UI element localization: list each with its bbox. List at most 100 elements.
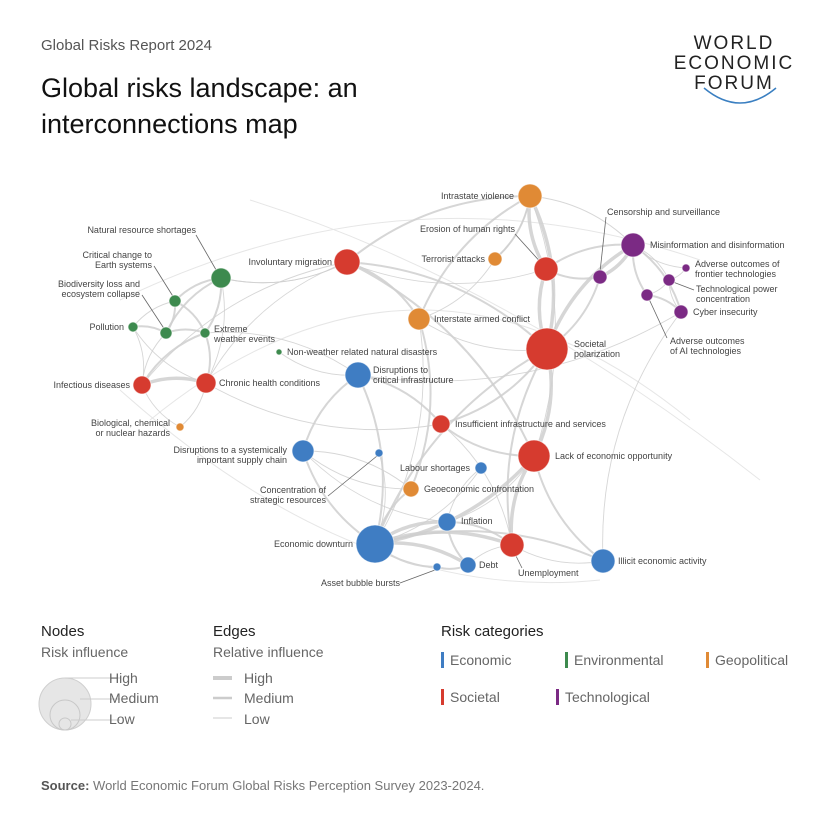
risk-node[interactable] [175, 422, 185, 432]
risk-node[interactable] [344, 361, 372, 389]
node-label: Societal polarization [574, 339, 620, 359]
node-label: Geoeconomic confrontation [424, 484, 534, 494]
risk-node[interactable] [275, 348, 283, 356]
risk-node[interactable] [459, 556, 477, 574]
risk-node[interactable] [402, 480, 420, 498]
risk-node[interactable] [437, 512, 457, 532]
risk-node[interactable] [640, 288, 654, 302]
edge-line [418, 195, 531, 320]
legend-node-low: Low [109, 711, 135, 727]
node-label: Extreme weather events [213, 324, 276, 344]
risk-node[interactable] [487, 251, 503, 267]
node-label: Illicit economic activity [618, 556, 707, 566]
legend-edges-sub: Relative influence [213, 644, 324, 660]
risk-node[interactable] [333, 248, 361, 276]
risk-node[interactable] [592, 269, 608, 285]
edge-line [440, 423, 513, 546]
legend-categories-heading: Risk categories [441, 623, 544, 640]
node-label: Disruptions to critical infrastructure [373, 365, 454, 385]
node-label: Critical change to Earth systems [82, 250, 152, 270]
edge-line [410, 318, 432, 490]
risk-node[interactable] [662, 273, 676, 287]
risk-node[interactable] [590, 548, 616, 574]
risk-node[interactable] [355, 524, 395, 564]
risk-node[interactable] [474, 461, 488, 475]
node-size-legend-icon [38, 677, 120, 731]
label-leader-line [153, 265, 175, 299]
legend-edge-high: High [244, 670, 273, 686]
legend-edges-heading: Edges [213, 623, 256, 640]
risk-node[interactable] [407, 307, 431, 331]
interconnections-map: Intrastate violence Erosion of human righ… [53, 183, 785, 588]
legend-node-medium: Medium [109, 690, 159, 706]
node-label: Pollution [89, 322, 124, 332]
node-label: Lack of economic opportunity [555, 451, 673, 461]
risk-node[interactable] [432, 562, 442, 572]
edge-line [602, 311, 682, 562]
risk-node[interactable] [199, 327, 211, 339]
edge-line [529, 195, 634, 246]
node-label: Infectious diseases [53, 380, 130, 390]
edge-line [205, 382, 442, 431]
logo-arc-icon [703, 87, 777, 104]
risk-node[interactable] [210, 267, 232, 289]
edge-line [220, 261, 348, 284]
node-label: Asset bubble bursts [321, 578, 401, 588]
logo-line: WORLD [693, 33, 775, 54]
legend-nodes-sub: Risk influence [41, 644, 129, 660]
risk-node[interactable] [673, 304, 689, 320]
risk-node[interactable] [159, 326, 173, 340]
logo-line: ECONOMIC [673, 53, 795, 74]
node-label: Disruptions to a systemically important s… [173, 445, 287, 465]
label-leader-line [599, 216, 607, 273]
edge-line [346, 261, 548, 350]
edge-line [174, 300, 206, 334]
wef-logo: WORLD ECONOMIC FORUM [664, 34, 804, 94]
risk-node[interactable] [681, 263, 691, 273]
edge-line [302, 450, 448, 523]
node-label: Adverse outcomes of AI technologies [670, 336, 745, 356]
edge-line [204, 331, 359, 376]
source-text: World Economic Forum Global Risks Percep… [93, 778, 485, 793]
risk-node[interactable] [127, 321, 139, 333]
edge-line [132, 300, 176, 328]
risk-node[interactable] [499, 532, 525, 558]
edge-line [141, 261, 348, 386]
legend-nodes-heading: Nodes [41, 623, 85, 640]
node-label: Debt [479, 560, 499, 570]
edge-line [374, 530, 604, 562]
node-label: Intrastate violence [441, 191, 514, 201]
legend-edge-medium: Medium [244, 690, 294, 706]
label-leader-line [195, 234, 220, 276]
category-technological: Technological [556, 689, 650, 705]
node-label: Chronic health conditions [219, 378, 321, 388]
node-label: Biodiversity loss and ecosystem collapse [58, 279, 140, 299]
risk-node[interactable] [431, 414, 451, 434]
risk-node[interactable] [291, 439, 315, 463]
category-geopolitical: Geopolitical [706, 652, 788, 668]
report-name: Global Risks Report 2024 [41, 37, 212, 54]
risk-node[interactable] [525, 327, 569, 371]
node-label: Inflation [461, 516, 493, 526]
risk-node[interactable] [620, 232, 646, 258]
risk-node[interactable] [533, 256, 559, 282]
node-label: Insufficient infrastructure and services [455, 419, 606, 429]
edge-line [302, 450, 412, 490]
edge-line [357, 374, 384, 545]
risk-node[interactable] [132, 375, 152, 395]
risk-node[interactable] [374, 448, 384, 458]
edge-line [346, 195, 531, 263]
edge-line [506, 348, 548, 546]
legend-edge-low: Low [244, 711, 270, 727]
node-label: Involuntary migration [248, 257, 332, 267]
risk-node[interactable] [168, 294, 182, 308]
node-label: Biological, chemical or nuclear hazards [91, 418, 171, 438]
risk-node[interactable] [517, 183, 543, 209]
edge-line [533, 455, 604, 562]
source-note: Source: World Economic Forum Global Risk… [41, 778, 484, 793]
risk-node[interactable] [195, 372, 217, 394]
label-leader-line [327, 455, 378, 497]
risk-node[interactable] [517, 439, 551, 473]
label-leader-line [399, 569, 436, 584]
edge-line [302, 450, 412, 490]
